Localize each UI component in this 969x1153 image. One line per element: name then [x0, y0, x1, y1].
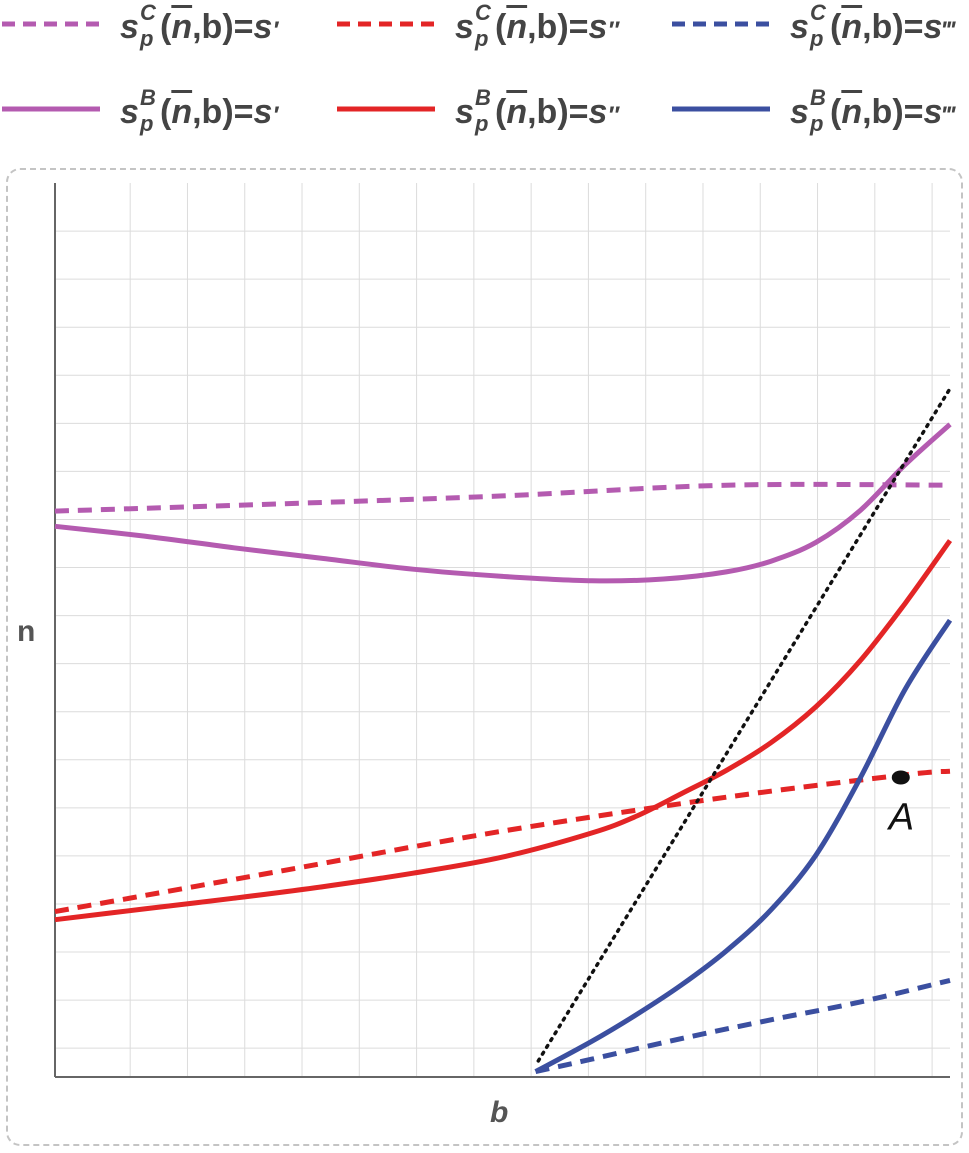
- legend-superscript: C: [810, 0, 826, 25]
- legend-superscript: C: [475, 0, 491, 25]
- legend-symbol: s: [120, 93, 139, 131]
- legend-subscript: p: [140, 111, 154, 136]
- point-marker: [891, 770, 910, 785]
- series-line-c3: [535, 977, 951, 1075]
- series-line-c1: [54, 481, 951, 514]
- chart-frame: [6, 168, 963, 1146]
- legend-superscript: C: [140, 0, 156, 25]
- legend-expression: (n,b)=s″: [495, 93, 619, 131]
- x-axis-label: b: [490, 1096, 509, 1129]
- legend-swatch: [672, 106, 770, 112]
- legend-superscript: B: [140, 85, 156, 110]
- legend-swatch: [2, 106, 100, 112]
- legend-symbol: s: [790, 8, 809, 46]
- legend-expression: (n,b)=s‴: [830, 8, 954, 46]
- legend-symbol: s: [455, 8, 474, 46]
- series-line-c2: [54, 768, 951, 915]
- legend-expression: (n,b)=s‴: [830, 93, 954, 131]
- legend-symbol: s: [790, 93, 809, 131]
- legend-subscript: p: [810, 111, 824, 136]
- grid: [55, 183, 950, 1077]
- series-line-b2: [54, 539, 953, 923]
- legend-subscript: p: [475, 26, 489, 51]
- y-axis-label: n: [17, 615, 36, 648]
- legend-symbol: s: [120, 8, 139, 46]
- legend-swatch: [2, 21, 100, 27]
- series-line-b3: [534, 618, 953, 1074]
- legend-superscript: B: [475, 85, 491, 110]
- legend-expression: (n,b)=s′: [160, 93, 279, 131]
- legend-superscript: B: [810, 85, 826, 110]
- legend-subscript: p: [810, 26, 824, 51]
- series-line-ray: [536, 386, 952, 1063]
- legend-swatch: [337, 21, 435, 27]
- legend-subscript: p: [140, 26, 154, 51]
- legend-subscript: p: [475, 111, 489, 136]
- series-line-b1: [54, 422, 952, 584]
- legend-symbol: s: [455, 93, 474, 131]
- point-label: A: [887, 797, 914, 839]
- legend-swatch: [672, 21, 770, 27]
- legend-expression: (n,b)=s′: [160, 8, 279, 46]
- legend-swatch: [337, 106, 435, 112]
- legend-expression: (n,b)=s″: [495, 8, 619, 46]
